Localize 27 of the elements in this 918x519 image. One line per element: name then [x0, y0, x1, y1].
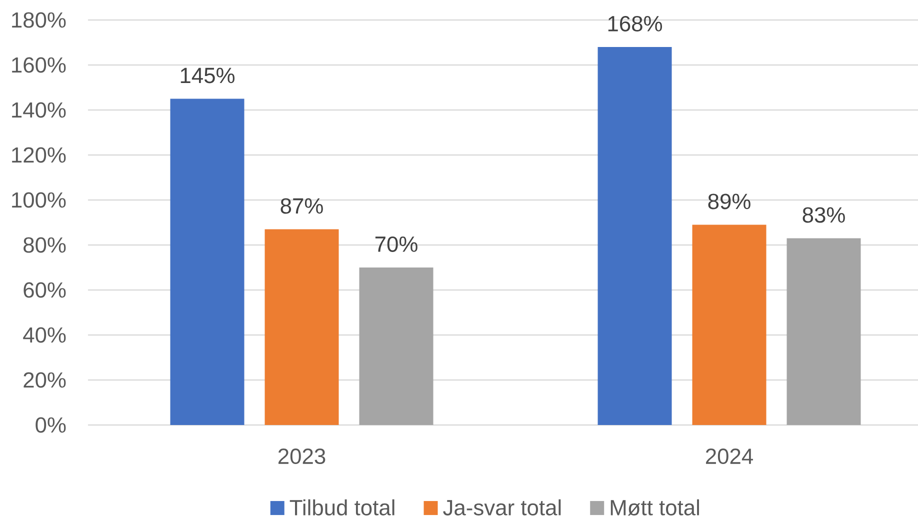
x-tick-label: 2023	[278, 448, 326, 464]
data-label: 168%	[608, 16, 662, 32]
y-tick-label: 80%	[24, 237, 66, 253]
data-label: 145%	[180, 68, 234, 84]
y-tick-label: 0%	[36, 417, 66, 433]
y-tick-label: 60%	[24, 282, 66, 298]
data-label: 83%	[802, 207, 845, 223]
y-tick-label: 120%	[12, 147, 66, 163]
x-tick-label: 2024	[706, 448, 753, 464]
legend-label: Ja-svar total	[443, 499, 561, 516]
bar	[359, 268, 434, 425]
bar	[786, 238, 861, 425]
bar	[598, 46, 672, 425]
bar	[264, 229, 339, 425]
y-tick-label: 140%	[12, 102, 66, 118]
data-label: 70%	[375, 236, 418, 252]
y-tick-label: 160%	[12, 57, 66, 73]
legend-label: Tilbud total	[290, 499, 394, 516]
y-tick-label: 100%	[12, 192, 66, 208]
y-tick-label: 180%	[12, 12, 66, 28]
bar	[692, 224, 766, 425]
y-tick-label: 40%	[23, 327, 66, 343]
data-label: 87%	[280, 198, 323, 214]
y-tick-label: 20%	[24, 372, 66, 388]
data-label: 89%	[708, 194, 750, 210]
legend-label: Møtt total	[610, 499, 699, 516]
bar	[170, 98, 244, 425]
